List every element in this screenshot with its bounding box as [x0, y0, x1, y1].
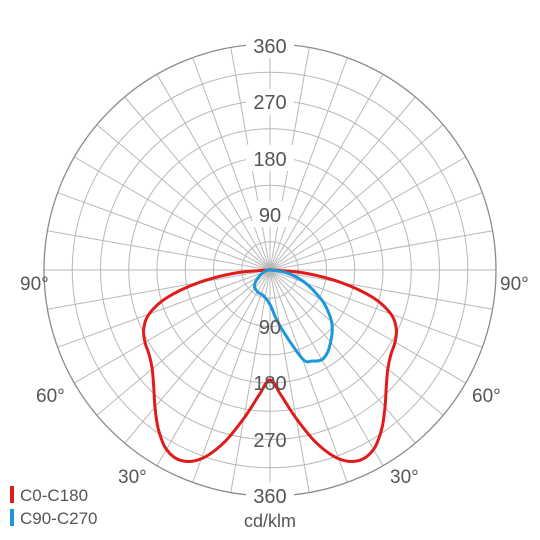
angle-label-60-left: 60° — [36, 386, 65, 407]
grid-ring — [184, 184, 356, 356]
ring-label-360-bottom: 360 — [253, 486, 286, 508]
ring-label-180-bottom: 180 — [253, 373, 286, 395]
legend-swatch-c90-c270 — [10, 509, 14, 526]
ring-label-270-bottom: 270 — [253, 430, 286, 452]
ring-label-90-top: 90 — [259, 205, 281, 227]
ring-label-bg — [246, 89, 294, 115]
angle-label-90-right: 90° — [500, 274, 529, 295]
angle-label-90-left: 90° — [20, 274, 49, 295]
ring-label-bg — [246, 32, 294, 58]
unit-label: cd/klm — [244, 511, 296, 531]
angle-label-30-left: 30° — [118, 467, 147, 488]
grid-ring — [241, 241, 299, 299]
polar-grid — [43, 43, 497, 497]
ring-label-90-bottom: 90 — [259, 317, 281, 339]
ring-label-bg — [252, 201, 288, 227]
ring-label-bg — [246, 483, 294, 509]
grid-ring — [71, 71, 469, 469]
ring-label-270-top: 270 — [253, 92, 286, 114]
legend-swatch-c0-c180 — [10, 486, 14, 503]
ring-label-360-top: 360 — [253, 36, 286, 58]
angle-label-60-right: 60° — [472, 386, 501, 407]
legend-label-c0-c180: C0-C180 — [20, 486, 88, 505]
curve-c90-c270 — [252, 268, 334, 364]
ring-label-bg — [246, 145, 294, 171]
legend: C0-C180 C90-C270 — [10, 486, 98, 528]
grid-ring — [128, 128, 412, 412]
legend-label-c90-c270: C90-C270 — [20, 509, 98, 528]
angle-label-30-right: 30° — [390, 467, 419, 488]
curve-c0-c180 — [141, 268, 399, 463]
ring-label-180-top: 180 — [253, 149, 286, 171]
intensity-curves — [141, 268, 399, 463]
